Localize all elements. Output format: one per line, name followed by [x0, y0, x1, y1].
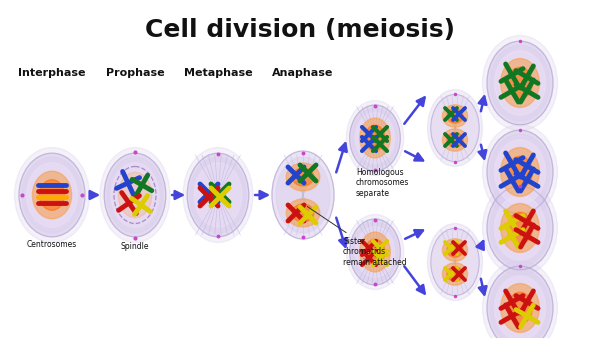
Ellipse shape — [487, 266, 553, 338]
Ellipse shape — [360, 232, 390, 272]
Ellipse shape — [286, 199, 320, 227]
Ellipse shape — [490, 270, 550, 338]
Ellipse shape — [442, 263, 467, 285]
Ellipse shape — [19, 153, 85, 237]
Ellipse shape — [104, 153, 166, 237]
Text: Prophase: Prophase — [106, 68, 164, 78]
Text: Anaphase: Anaphase — [272, 68, 334, 78]
Ellipse shape — [346, 215, 404, 290]
Ellipse shape — [190, 157, 246, 233]
Ellipse shape — [427, 224, 482, 300]
Ellipse shape — [494, 140, 545, 204]
Ellipse shape — [350, 105, 400, 171]
Text: Interphase: Interphase — [18, 68, 86, 78]
Ellipse shape — [508, 67, 532, 99]
Text: Homologous
chromosomes
separate: Homologous chromosomes separate — [356, 168, 409, 198]
Ellipse shape — [22, 157, 82, 233]
Ellipse shape — [490, 190, 550, 266]
Ellipse shape — [442, 239, 467, 261]
Ellipse shape — [346, 100, 404, 175]
Ellipse shape — [494, 196, 545, 260]
Ellipse shape — [272, 151, 334, 239]
Ellipse shape — [26, 163, 77, 227]
Ellipse shape — [447, 243, 463, 257]
Ellipse shape — [500, 147, 539, 196]
Ellipse shape — [490, 45, 550, 121]
Ellipse shape — [500, 203, 539, 252]
Ellipse shape — [292, 168, 314, 186]
Text: Centrosomes: Centrosomes — [27, 240, 77, 249]
Ellipse shape — [32, 171, 71, 219]
Ellipse shape — [194, 163, 242, 227]
Ellipse shape — [487, 130, 553, 214]
Ellipse shape — [365, 125, 385, 151]
Ellipse shape — [183, 147, 253, 242]
Ellipse shape — [352, 108, 398, 168]
Ellipse shape — [482, 261, 557, 338]
Text: Cell division (meiosis): Cell division (meiosis) — [145, 18, 455, 42]
Ellipse shape — [508, 292, 532, 324]
Text: Spindle: Spindle — [121, 242, 149, 251]
Ellipse shape — [508, 156, 532, 188]
Ellipse shape — [427, 90, 482, 166]
Ellipse shape — [355, 226, 395, 277]
Ellipse shape — [494, 51, 545, 115]
Ellipse shape — [365, 239, 385, 265]
Text: Metaphase: Metaphase — [184, 68, 253, 78]
Ellipse shape — [431, 228, 479, 296]
Ellipse shape — [111, 163, 159, 227]
Ellipse shape — [107, 157, 163, 233]
Ellipse shape — [355, 113, 395, 164]
Ellipse shape — [500, 58, 539, 107]
Ellipse shape — [431, 94, 479, 162]
Ellipse shape — [442, 129, 467, 151]
Ellipse shape — [352, 222, 398, 282]
Ellipse shape — [40, 180, 65, 210]
Ellipse shape — [482, 124, 557, 219]
Ellipse shape — [482, 180, 557, 275]
Ellipse shape — [187, 153, 249, 237]
Ellipse shape — [286, 163, 320, 191]
Ellipse shape — [292, 204, 314, 222]
Ellipse shape — [100, 147, 170, 242]
Ellipse shape — [350, 219, 400, 285]
Ellipse shape — [447, 109, 463, 123]
Ellipse shape — [276, 157, 330, 233]
Ellipse shape — [508, 212, 532, 244]
Ellipse shape — [360, 118, 390, 158]
Ellipse shape — [500, 284, 539, 333]
Ellipse shape — [14, 147, 89, 242]
Ellipse shape — [487, 41, 553, 125]
Ellipse shape — [447, 267, 463, 281]
Ellipse shape — [494, 276, 545, 338]
Ellipse shape — [447, 133, 463, 147]
Ellipse shape — [442, 105, 467, 127]
Text: Sister
chromatids
remain attached: Sister chromatids remain attached — [307, 207, 407, 267]
Ellipse shape — [482, 35, 557, 130]
Ellipse shape — [118, 172, 152, 218]
Ellipse shape — [490, 134, 550, 210]
Ellipse shape — [487, 186, 553, 270]
